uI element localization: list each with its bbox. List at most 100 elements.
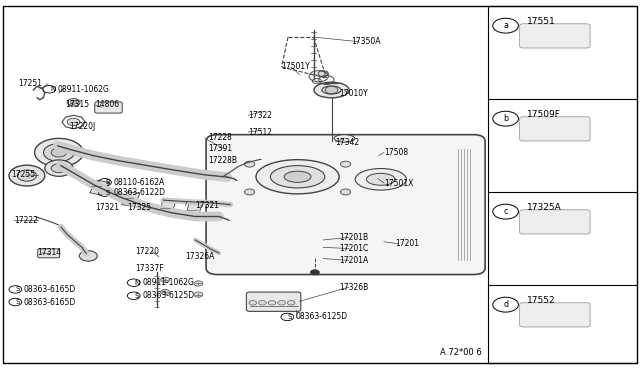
Text: 17315: 17315 (65, 100, 90, 109)
Ellipse shape (355, 169, 406, 190)
FancyBboxPatch shape (520, 117, 590, 141)
Text: B: B (106, 179, 110, 185)
Text: 17326A: 17326A (186, 252, 215, 261)
Text: S: S (134, 293, 139, 299)
Text: 17010Y: 17010Y (339, 89, 368, 98)
Circle shape (44, 144, 74, 161)
Circle shape (318, 71, 328, 77)
Text: N: N (134, 280, 140, 286)
Bar (122, 192, 140, 206)
Circle shape (79, 251, 97, 261)
Circle shape (340, 189, 351, 195)
Circle shape (244, 189, 255, 195)
Text: A 72*00 6: A 72*00 6 (440, 348, 481, 357)
Ellipse shape (334, 135, 355, 142)
Text: 17201A: 17201A (339, 256, 369, 265)
Circle shape (51, 148, 67, 157)
FancyBboxPatch shape (95, 102, 122, 113)
FancyBboxPatch shape (206, 135, 485, 275)
Circle shape (259, 301, 266, 305)
Circle shape (340, 161, 351, 167)
Circle shape (244, 161, 255, 167)
Circle shape (51, 164, 67, 173)
Text: 17337F: 17337F (136, 264, 164, 273)
Text: 17501X: 17501X (384, 179, 413, 187)
Text: 08363-6165D: 08363-6165D (24, 298, 76, 307)
Circle shape (67, 118, 80, 126)
Text: 17255: 17255 (12, 170, 36, 179)
Text: 17325: 17325 (127, 203, 151, 212)
Text: 17350A: 17350A (351, 37, 380, 46)
Text: 17220J: 17220J (69, 122, 95, 131)
Ellipse shape (366, 173, 395, 185)
FancyBboxPatch shape (38, 249, 60, 258)
Text: c: c (503, 207, 508, 216)
Text: 17552: 17552 (527, 296, 556, 305)
FancyBboxPatch shape (520, 210, 590, 234)
Text: S: S (16, 286, 20, 292)
Circle shape (70, 100, 77, 104)
Circle shape (268, 301, 276, 305)
FancyBboxPatch shape (520, 303, 590, 327)
Text: 17512: 17512 (248, 128, 273, 137)
Text: 17325A: 17325A (527, 203, 562, 212)
Text: 17321: 17321 (195, 201, 219, 210)
FancyBboxPatch shape (3, 6, 637, 363)
Text: 17201: 17201 (396, 239, 420, 248)
Ellipse shape (271, 166, 325, 188)
Text: S: S (16, 299, 20, 305)
Text: S: S (288, 314, 292, 320)
Circle shape (161, 277, 170, 282)
Text: S: S (106, 190, 110, 196)
Text: 17251: 17251 (18, 79, 42, 88)
Text: 17509F: 17509F (527, 110, 561, 119)
Text: 08363-6125D: 08363-6125D (296, 312, 348, 321)
Text: 17321: 17321 (95, 203, 119, 212)
Circle shape (194, 292, 203, 297)
Text: 08363-6125D: 08363-6125D (142, 291, 194, 300)
Circle shape (278, 301, 285, 305)
Text: d: d (503, 300, 508, 309)
Text: 17228: 17228 (208, 133, 232, 142)
Text: 08363-6122D: 08363-6122D (113, 188, 165, 197)
Text: 17501Y: 17501Y (282, 62, 310, 71)
Circle shape (325, 86, 338, 94)
Text: 17342: 17342 (335, 138, 360, 147)
Circle shape (287, 301, 295, 305)
Text: 17220: 17220 (136, 247, 160, 256)
Text: 17391: 17391 (208, 144, 232, 153)
Bar (159, 201, 175, 215)
Text: 17322: 17322 (248, 111, 273, 120)
Text: 17508: 17508 (384, 148, 408, 157)
Text: 14806: 14806 (95, 100, 119, 109)
Circle shape (45, 160, 73, 176)
Text: 17228B: 17228B (208, 156, 237, 165)
Text: N: N (50, 86, 55, 92)
Bar (186, 203, 202, 218)
Circle shape (161, 289, 170, 295)
Ellipse shape (314, 82, 349, 98)
Circle shape (35, 138, 83, 167)
Text: 17201C: 17201C (339, 244, 369, 253)
Text: 17551: 17551 (527, 17, 556, 26)
Text: a: a (503, 21, 508, 30)
Circle shape (9, 165, 45, 186)
Bar (90, 180, 109, 195)
Circle shape (17, 170, 36, 181)
Text: 08911-1062G: 08911-1062G (142, 278, 194, 287)
FancyBboxPatch shape (246, 292, 301, 311)
Ellipse shape (322, 86, 341, 94)
Circle shape (194, 281, 203, 286)
FancyBboxPatch shape (520, 24, 590, 48)
Circle shape (67, 99, 80, 106)
Text: 17201B: 17201B (339, 233, 369, 242)
Text: 17222: 17222 (14, 216, 38, 225)
Text: 17314: 17314 (37, 248, 61, 257)
Text: 08911-1062G: 08911-1062G (58, 85, 109, 94)
Circle shape (249, 301, 257, 305)
Text: b: b (503, 114, 508, 123)
Text: 08363-6165D: 08363-6165D (24, 285, 76, 294)
Circle shape (310, 270, 319, 275)
Ellipse shape (256, 160, 339, 194)
Text: 17326B: 17326B (339, 283, 369, 292)
